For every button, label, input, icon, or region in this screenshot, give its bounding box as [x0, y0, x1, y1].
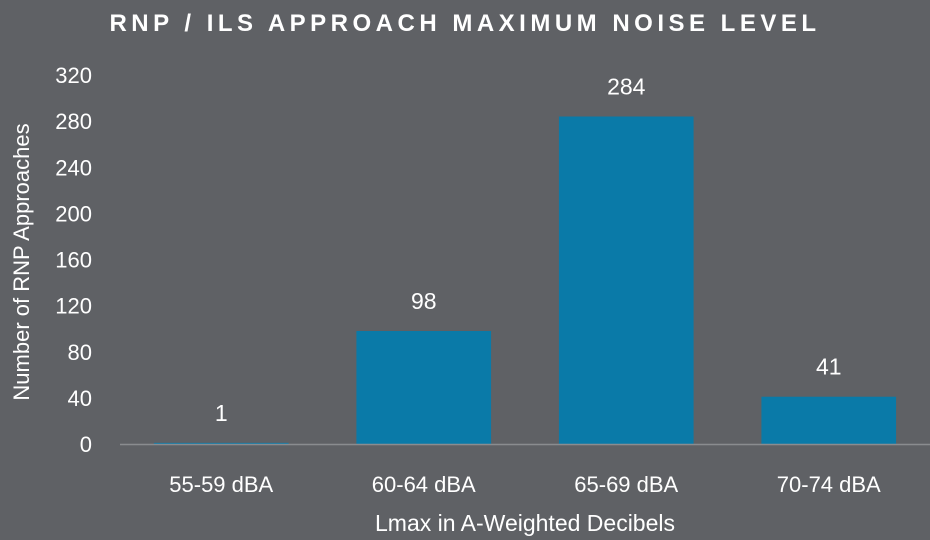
- bar: [356, 330, 492, 444]
- data-label: 284: [607, 74, 646, 100]
- y-tick-label: 280: [55, 109, 92, 134]
- y-tick-label: 0: [80, 432, 92, 457]
- bar: [558, 116, 694, 444]
- bar: [761, 396, 897, 444]
- x-tick-label: 70-74 dBA: [777, 472, 881, 497]
- x-axis-label: Lmax in A-Weighted Decibels: [375, 510, 675, 536]
- y-tick-label: 320: [55, 63, 92, 88]
- x-tick-label: 60-64 dBA: [372, 472, 476, 497]
- data-label: 1: [215, 400, 228, 426]
- chart-title: RNP / ILS APPROACH MAXIMUM NOISE LEVEL: [109, 10, 821, 37]
- data-label: 98: [411, 288, 437, 314]
- y-tick-label: 40: [68, 386, 92, 411]
- x-tick-label: 65-69 dBA: [574, 472, 678, 497]
- y-tick-label: 200: [55, 201, 92, 226]
- y-tick-label: 80: [68, 340, 92, 365]
- bar: [153, 442, 289, 444]
- x-tick-label: 55-59 dBA: [169, 472, 273, 497]
- data-label: 41: [816, 354, 842, 380]
- y-tick-label: 120: [55, 294, 92, 319]
- y-tick-label: 240: [55, 155, 92, 180]
- y-tick-label: 160: [55, 248, 92, 273]
